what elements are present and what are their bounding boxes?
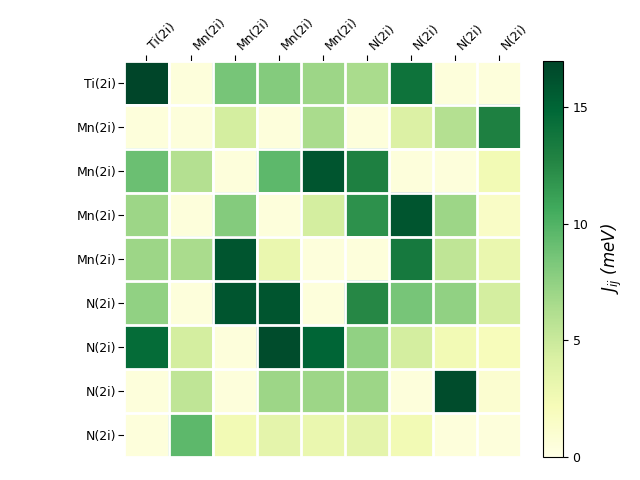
Y-axis label: $J_{ij}$ (meV): $J_{ij}$ (meV) bbox=[600, 223, 624, 294]
